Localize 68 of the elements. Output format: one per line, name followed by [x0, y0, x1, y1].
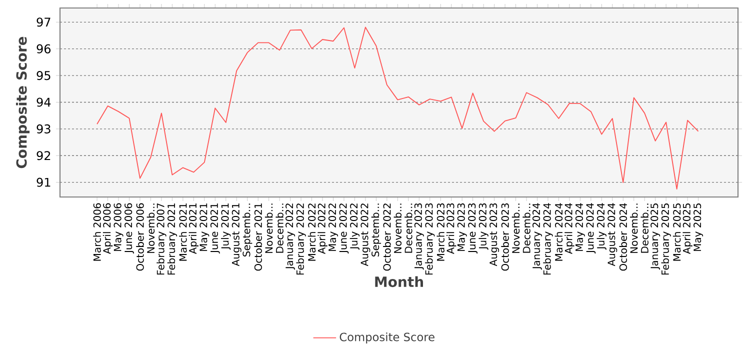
x-tick-label: June 2024	[586, 203, 596, 254]
y-tick-label: 97	[36, 18, 50, 27]
x-tick-label: July 2022	[350, 204, 360, 250]
x-axis-title: Month	[375, 276, 423, 288]
x-tick-label: February 2022	[296, 204, 306, 275]
x-tick-label: June 2021	[210, 204, 220, 254]
y-tick-label: 93	[36, 124, 50, 134]
x-tick-label: Decemb...	[276, 204, 284, 253]
y-tick-label: 92	[36, 151, 50, 160]
x-tick-label: Decemb...	[640, 204, 648, 253]
x-tick-label: March 2006	[93, 203, 101, 261]
x-tick-label: March 2024	[554, 203, 563, 261]
legend-label: Composite Score	[340, 332, 434, 344]
x-tick-label: August 2023	[490, 203, 500, 266]
x-tick-label: February 2007	[156, 203, 166, 275]
x-tick-label: March 2022	[308, 204, 316, 261]
x-tick-label: April 2024	[564, 203, 574, 254]
y-tick-label: 91	[36, 178, 50, 187]
x-tick-label: February 2024	[543, 203, 553, 275]
x-tick-label: June 2023	[468, 203, 478, 254]
y-tick-label: 96	[36, 44, 51, 54]
x-tick-label: January 2023	[414, 203, 424, 270]
x-tick-label: March 2021	[179, 204, 187, 261]
x-tick-label: October 2021	[254, 204, 262, 271]
x-tick-label: Novemb...	[630, 204, 638, 253]
x-tick-label: January 2022	[286, 204, 296, 270]
x-tick-label: Decemb...	[404, 204, 412, 253]
x-tick-label: August 2022	[360, 204, 370, 266]
x-tick-label: October 2006	[136, 203, 144, 271]
x-tick-label: October 2024	[619, 203, 627, 271]
x-tick-label: May 2025	[694, 203, 704, 251]
x-tick-label: August 2024	[608, 203, 618, 266]
x-tick-label: March 2023	[436, 203, 444, 261]
x-tick-label: April 2023	[446, 203, 456, 254]
x-tick-label: July 2021	[221, 204, 231, 250]
x-tick-label: Septemb...	[371, 204, 382, 256]
x-tick-label: May 2021	[200, 204, 210, 251]
x-tick-label: February 2023	[425, 203, 435, 275]
x-tick-label: June 2006	[124, 203, 134, 254]
x-tick-label: Septemb...	[242, 204, 252, 256]
x-tick-label: July 2024	[596, 203, 606, 250]
x-tick-label: June 2022	[339, 204, 349, 254]
x-tick-label: Decemb...	[522, 204, 530, 253]
x-tick-label: July 2023	[478, 203, 488, 250]
x-tick-label: Novemb...	[146, 204, 155, 253]
x-tick-label: February 2025	[661, 203, 671, 275]
x-tick-label: April 2022	[318, 204, 328, 254]
x-tick-label: May 2023	[457, 203, 467, 251]
x-tick-label: October 2023	[501, 203, 509, 271]
y-tick-label: 95	[36, 71, 50, 80]
x-tick-label: January 2024	[532, 203, 542, 270]
x-tick-label: February 2021	[167, 204, 178, 275]
x-tick-label: Novemb...	[264, 204, 273, 253]
x-tick-label: Novemb...	[394, 204, 402, 253]
x-tick-label: October 2022	[383, 204, 391, 271]
x-tick-label: Novemb...	[512, 204, 520, 253]
x-tick-label: April 2006	[102, 203, 113, 254]
x-tick-label: May 2022	[328, 204, 338, 251]
x-tick-label: April 2021	[188, 204, 198, 254]
line-series	[96, 26, 699, 190]
x-tick-label: March 2025	[672, 203, 681, 261]
x-tick-label: May 2006	[114, 203, 124, 251]
x-tick-label: April 2025	[682, 203, 692, 254]
x-tick-label: January 2025	[650, 203, 660, 270]
y-axis-title: Composite Score	[16, 36, 30, 168]
y-tick-label: 94	[36, 98, 51, 107]
x-tick-label: May 2024	[575, 203, 585, 251]
x-tick-label: August 2021	[232, 204, 242, 266]
